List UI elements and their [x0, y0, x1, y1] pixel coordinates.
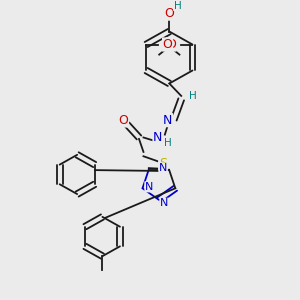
Text: H: H	[189, 92, 196, 101]
Text: N: N	[145, 182, 153, 192]
Text: N: N	[160, 198, 169, 208]
Text: O: O	[118, 114, 128, 127]
Text: H: H	[174, 1, 182, 10]
Text: S: S	[159, 157, 167, 170]
Text: O: O	[163, 38, 172, 51]
Text: N: N	[159, 163, 167, 173]
Text: N: N	[153, 131, 162, 144]
Text: O: O	[164, 7, 174, 20]
Text: N: N	[163, 114, 172, 127]
Text: O: O	[166, 38, 176, 51]
Text: H: H	[164, 138, 172, 148]
